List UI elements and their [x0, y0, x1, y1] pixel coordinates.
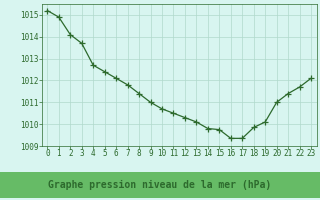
Text: Graphe pression niveau de la mer (hPa): Graphe pression niveau de la mer (hPa) [48, 180, 272, 190]
